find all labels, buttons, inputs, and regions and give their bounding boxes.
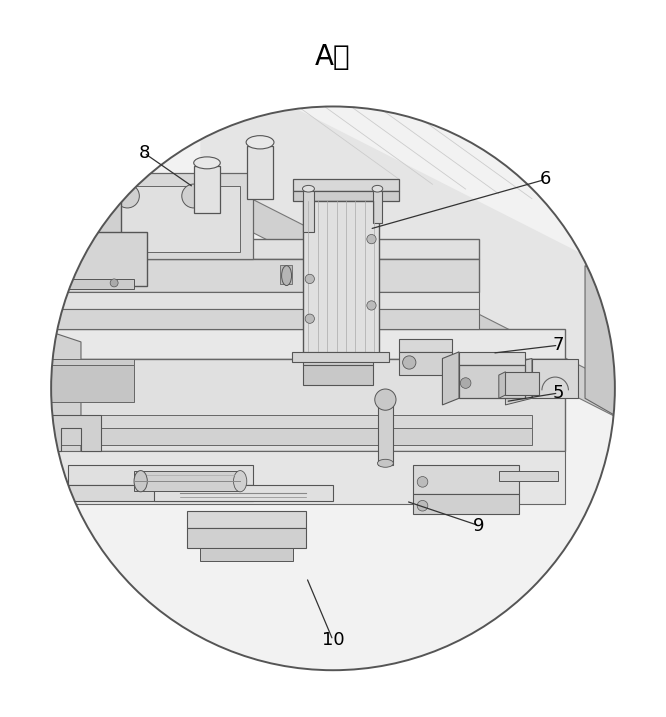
- Polygon shape: [194, 166, 220, 213]
- Polygon shape: [532, 358, 578, 398]
- Polygon shape: [41, 415, 101, 451]
- Polygon shape: [378, 405, 393, 465]
- Polygon shape: [41, 328, 81, 465]
- Polygon shape: [41, 239, 479, 259]
- Polygon shape: [200, 173, 631, 424]
- Polygon shape: [499, 471, 559, 481]
- Polygon shape: [41, 428, 532, 445]
- Ellipse shape: [378, 460, 394, 467]
- Polygon shape: [41, 173, 254, 259]
- Polygon shape: [41, 358, 134, 365]
- Ellipse shape: [372, 186, 383, 192]
- Polygon shape: [585, 266, 631, 424]
- Circle shape: [417, 477, 428, 487]
- Circle shape: [115, 184, 139, 208]
- Text: A部: A部: [315, 43, 351, 71]
- Circle shape: [403, 356, 416, 369]
- Polygon shape: [326, 259, 353, 358]
- Polygon shape: [459, 352, 525, 365]
- Text: 10: 10: [322, 632, 344, 650]
- Text: 8: 8: [139, 144, 150, 162]
- Polygon shape: [68, 279, 134, 289]
- Text: 6: 6: [539, 171, 551, 189]
- Polygon shape: [373, 191, 382, 222]
- Text: 7: 7: [553, 336, 564, 354]
- Text: 9: 9: [473, 517, 485, 535]
- Polygon shape: [41, 232, 147, 285]
- Polygon shape: [303, 191, 314, 232]
- Polygon shape: [41, 259, 479, 293]
- Polygon shape: [68, 485, 254, 501]
- Circle shape: [51, 107, 615, 670]
- Polygon shape: [505, 358, 532, 405]
- Polygon shape: [303, 365, 373, 385]
- Polygon shape: [41, 415, 532, 428]
- Circle shape: [305, 275, 314, 283]
- Polygon shape: [41, 365, 134, 402]
- Circle shape: [417, 500, 428, 511]
- Polygon shape: [55, 186, 240, 252]
- Polygon shape: [41, 309, 479, 328]
- Polygon shape: [292, 352, 390, 362]
- Polygon shape: [499, 371, 505, 398]
- Polygon shape: [310, 259, 326, 365]
- Circle shape: [59, 204, 77, 222]
- Polygon shape: [41, 358, 565, 451]
- Polygon shape: [247, 146, 273, 199]
- Polygon shape: [187, 528, 306, 548]
- Circle shape: [58, 255, 78, 275]
- Polygon shape: [41, 328, 565, 358]
- Ellipse shape: [234, 470, 247, 492]
- Polygon shape: [400, 338, 452, 352]
- Polygon shape: [293, 179, 400, 191]
- Polygon shape: [412, 465, 519, 495]
- Polygon shape: [21, 259, 41, 285]
- Polygon shape: [41, 451, 565, 504]
- Polygon shape: [68, 465, 254, 485]
- Ellipse shape: [194, 157, 220, 168]
- Ellipse shape: [246, 136, 274, 149]
- Polygon shape: [303, 201, 380, 358]
- Polygon shape: [134, 471, 240, 491]
- Circle shape: [367, 234, 376, 244]
- Circle shape: [460, 378, 471, 389]
- Polygon shape: [187, 511, 306, 528]
- Polygon shape: [200, 60, 631, 391]
- Polygon shape: [41, 193, 121, 239]
- Circle shape: [375, 389, 396, 410]
- Polygon shape: [505, 371, 539, 395]
- Polygon shape: [154, 485, 333, 501]
- Ellipse shape: [302, 186, 314, 192]
- Polygon shape: [293, 191, 400, 201]
- Ellipse shape: [282, 266, 292, 285]
- Circle shape: [305, 314, 314, 323]
- Circle shape: [110, 279, 118, 287]
- Polygon shape: [21, 193, 41, 246]
- Polygon shape: [412, 495, 519, 514]
- Polygon shape: [400, 352, 452, 375]
- Polygon shape: [459, 365, 525, 398]
- Polygon shape: [303, 352, 373, 365]
- Polygon shape: [41, 293, 479, 309]
- Polygon shape: [200, 548, 293, 561]
- Text: 5: 5: [553, 384, 564, 402]
- Circle shape: [182, 184, 206, 208]
- Ellipse shape: [134, 470, 147, 492]
- Circle shape: [58, 237, 78, 257]
- Polygon shape: [442, 352, 459, 405]
- Bar: [280, 265, 292, 283]
- Circle shape: [367, 301, 376, 310]
